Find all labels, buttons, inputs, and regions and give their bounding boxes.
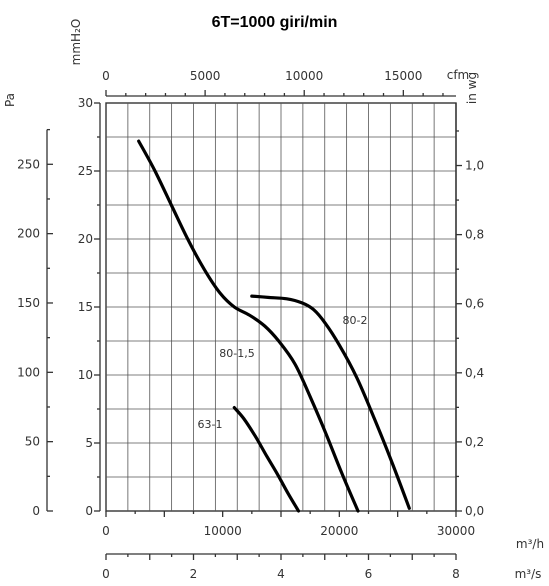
pa-tick-label: 150 [17,296,40,310]
pa-tick-label: 250 [17,157,40,171]
m3s-tick-label: 0 [102,567,110,581]
mmh2o-tick-label: 5 [85,436,93,450]
m3h-tick-label: 0 [102,524,110,538]
mmh2o-tick-label: 25 [78,164,93,178]
m3h-tick-label: 30000 [437,524,475,538]
m3h-tick-label: 10000 [204,524,242,538]
grid-lines [105,102,457,512]
m3s-tick-label: 2 [190,567,198,581]
m3s-axis-unit: m³/s [515,567,542,581]
m3s-tick-label: 4 [277,567,285,581]
mmh2o-tick-label: 30 [78,96,93,110]
inwg-tick-label: 0,0 [465,504,484,518]
inwg-tick-label: 1,0 [465,159,484,173]
curve-label-80-2: 80-2 [343,314,368,327]
pa-axis-unit: Pa [3,93,17,107]
inwg-tick-label: 0,2 [465,435,484,449]
inwg-tick-label: 0,6 [465,297,484,311]
mmh2o-tick-label: 10 [78,368,93,382]
chart-title: 6T=1000 giri/min [211,14,338,31]
mmh2o-tick-label: 15 [78,300,93,314]
curve-80-1,5 [137,139,360,513]
m3s-tick-label: 6 [365,567,373,581]
curve-80-2 [250,294,411,510]
mmh2o-tick-label: 20 [78,232,93,246]
cfm-axis-unit: cfm [447,68,470,82]
pa-tick-label: 50 [25,435,40,449]
inwg-axis-unit: in wg [465,72,479,104]
curves: 80-1,5 80-2 63-1 [137,139,411,513]
axes: 051015202530mmH₂O050100150200250Pa0,00,2… [3,19,544,581]
curve-label-80-1,5: 80-1,5 [219,347,254,360]
inwg-tick-label: 0,8 [465,228,484,242]
mmh2o-tick-label: 0 [85,504,93,518]
pa-tick-label: 0 [32,504,40,518]
pa-tick-label: 100 [17,365,40,379]
cfm-tick-label: 10000 [285,69,323,83]
cfm-tick-label: 15000 [384,69,422,83]
m3h-tick-label: 20000 [320,524,358,538]
m3h-axis-unit: m³/h [516,537,544,551]
cfm-tick-label: 5000 [190,69,221,83]
curve-label-63-1: 63-1 [198,418,223,431]
cfm-tick-label: 0 [102,69,110,83]
mmh2o-axis-unit: mmH₂O [69,19,83,66]
pa-tick-label: 200 [17,227,40,241]
curve-63-1 [232,406,301,513]
m3s-tick-label: 8 [452,567,460,581]
inwg-tick-label: 0,4 [465,366,484,380]
